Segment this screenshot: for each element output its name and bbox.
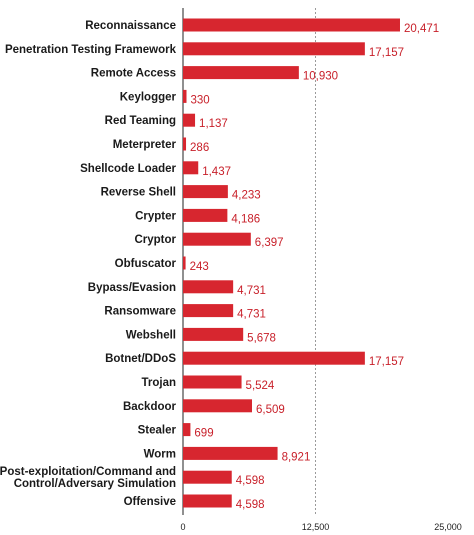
category-label-1: Penetration Testing Framework <box>5 44 177 56</box>
x-tick-label-1: 12,500 <box>302 522 330 532</box>
value-label-8: 4,186 <box>231 213 260 225</box>
bar-13 <box>183 327 244 341</box>
bar-4 <box>183 113 196 127</box>
value-label-3: 330 <box>190 94 209 106</box>
category-label-14: Botnet/DDoS <box>105 353 176 365</box>
value-label-17: 699 <box>194 428 213 440</box>
value-label-6: 1,437 <box>202 166 231 178</box>
bar-3 <box>183 89 187 103</box>
category-label-0: Reconnaissance <box>85 20 176 32</box>
category-label-6: Shellcode Loader <box>80 163 176 175</box>
value-label-10: 243 <box>190 261 209 273</box>
bar-19 <box>183 470 232 484</box>
category-label-19: Post-exploitation/Command and Control/Adv… <box>0 466 176 490</box>
bar-6 <box>183 161 199 175</box>
category-label-20: Offensive <box>124 496 176 508</box>
value-label-7: 4,233 <box>232 190 261 202</box>
bar-2 <box>183 66 299 80</box>
value-label-20: 4,598 <box>236 499 265 511</box>
bar-17 <box>183 423 191 437</box>
category-label-16: Backdoor <box>123 401 177 413</box>
bar-16 <box>183 399 252 413</box>
value-label-13: 5,678 <box>247 332 276 344</box>
category-label-17: Stealer <box>138 425 177 437</box>
value-label-4: 1,137 <box>199 118 228 130</box>
category-label-9: Cryptor <box>134 234 176 246</box>
bar-9 <box>183 232 251 246</box>
bar-20 <box>183 494 232 508</box>
bar-5 <box>183 137 187 151</box>
x-tick-label-2: 25,000 <box>434 522 462 532</box>
category-label-15: Trojan <box>141 377 176 389</box>
bar-0 <box>183 18 400 32</box>
bar-15 <box>183 375 242 389</box>
value-label-1: 17,157 <box>369 47 404 59</box>
value-label-19: 4,598 <box>236 475 265 487</box>
value-label-16: 6,509 <box>256 404 285 416</box>
value-label-14: 17,157 <box>369 356 404 368</box>
bar-1 <box>183 42 365 56</box>
value-label-12: 4,731 <box>237 309 266 321</box>
x-tick-label-0: 0 <box>180 522 185 532</box>
category-label-2: Remote Access <box>91 68 176 80</box>
value-label-2: 10,930 <box>303 71 338 83</box>
bar-18 <box>183 446 278 460</box>
value-label-18: 8,921 <box>282 451 311 463</box>
category-label-12: Ransomware <box>104 306 176 318</box>
value-label-5: 286 <box>190 142 209 154</box>
category-label-13: Webshell <box>126 329 176 341</box>
bars-layer <box>183 18 400 508</box>
bar-12 <box>183 304 234 318</box>
bar-7 <box>183 185 228 199</box>
category-label-7: Reverse Shell <box>101 187 176 199</box>
labels-layer: Reconnaissance 20,471 Penetration Testing … <box>0 20 439 511</box>
category-label-8: Crypter <box>135 210 176 222</box>
bar-10 <box>183 256 186 270</box>
category-label-18: Worm <box>144 448 176 460</box>
category-label-5: Meterpreter <box>113 139 177 151</box>
category-label-4: Red Teaming <box>105 115 176 127</box>
category-label-10: Obfuscator <box>115 258 177 270</box>
category-label-11: Bypass/Evasion <box>88 282 176 294</box>
bar-11 <box>183 280 234 294</box>
bar-14 <box>183 351 365 365</box>
value-label-9: 6,397 <box>255 237 284 249</box>
x-axis: 0 12,500 25,000 <box>180 522 461 532</box>
bar-8 <box>183 208 228 222</box>
value-label-15: 5,524 <box>246 380 275 392</box>
category-label-3: Keylogger <box>120 91 177 103</box>
value-label-0: 20,471 <box>404 23 439 35</box>
value-label-11: 4,731 <box>237 285 266 297</box>
